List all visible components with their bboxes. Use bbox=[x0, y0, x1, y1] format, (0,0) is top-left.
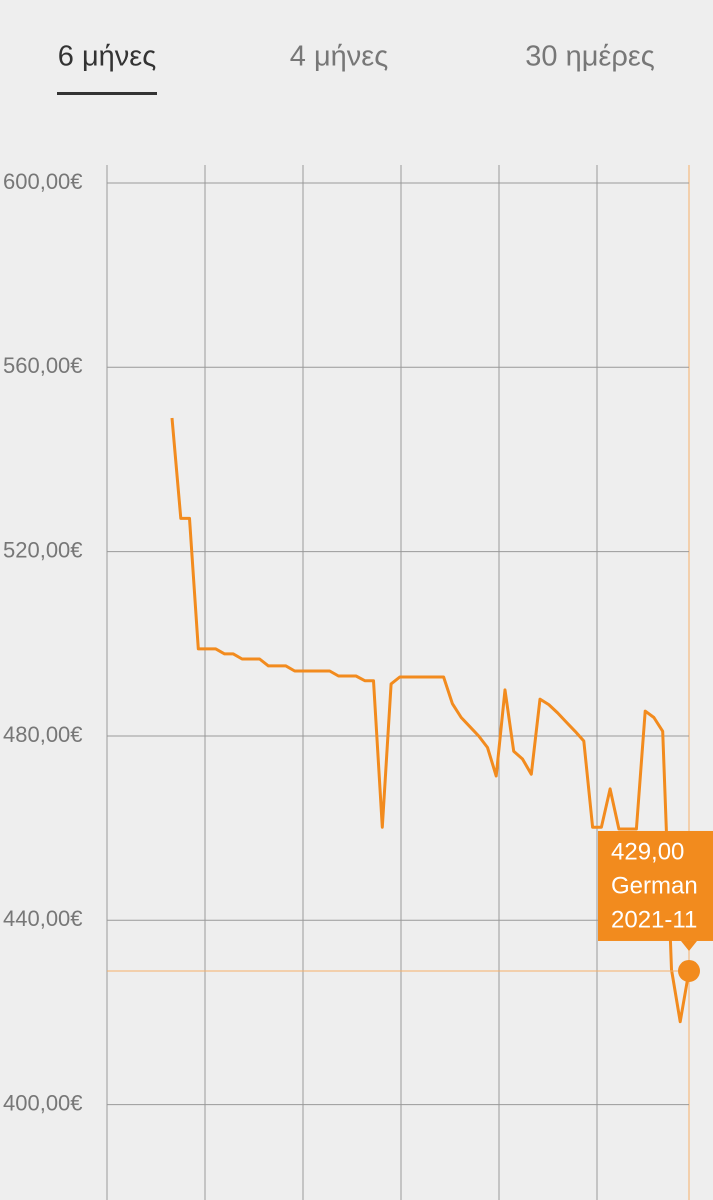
price-line bbox=[170, 417, 691, 1024]
y-tick-label: 480,00€ bbox=[3, 722, 83, 747]
tooltip-text: 429,00 bbox=[611, 838, 684, 865]
y-tick-label: 560,00€ bbox=[3, 353, 83, 378]
y-tick-label: 600,00€ bbox=[3, 169, 83, 194]
y-tick-label: 520,00€ bbox=[3, 537, 83, 562]
vertical-grid bbox=[106, 165, 598, 1200]
selected-point bbox=[678, 959, 700, 982]
tooltip-text: German bbox=[611, 872, 698, 899]
tooltip-arrow bbox=[681, 940, 697, 951]
y-tick-label: 440,00€ bbox=[3, 906, 83, 931]
tab[interactable]: 6 μήνες bbox=[58, 41, 156, 73]
tab[interactable]: 30 ημέρες bbox=[525, 41, 655, 73]
tab-underline bbox=[57, 92, 157, 95]
tab[interactable]: 4 μήνες bbox=[290, 41, 388, 73]
tooltip-text: 2021-11 bbox=[611, 906, 697, 933]
y-tick-label: 400,00€ bbox=[3, 1090, 83, 1115]
tooltip-box bbox=[598, 830, 713, 941]
